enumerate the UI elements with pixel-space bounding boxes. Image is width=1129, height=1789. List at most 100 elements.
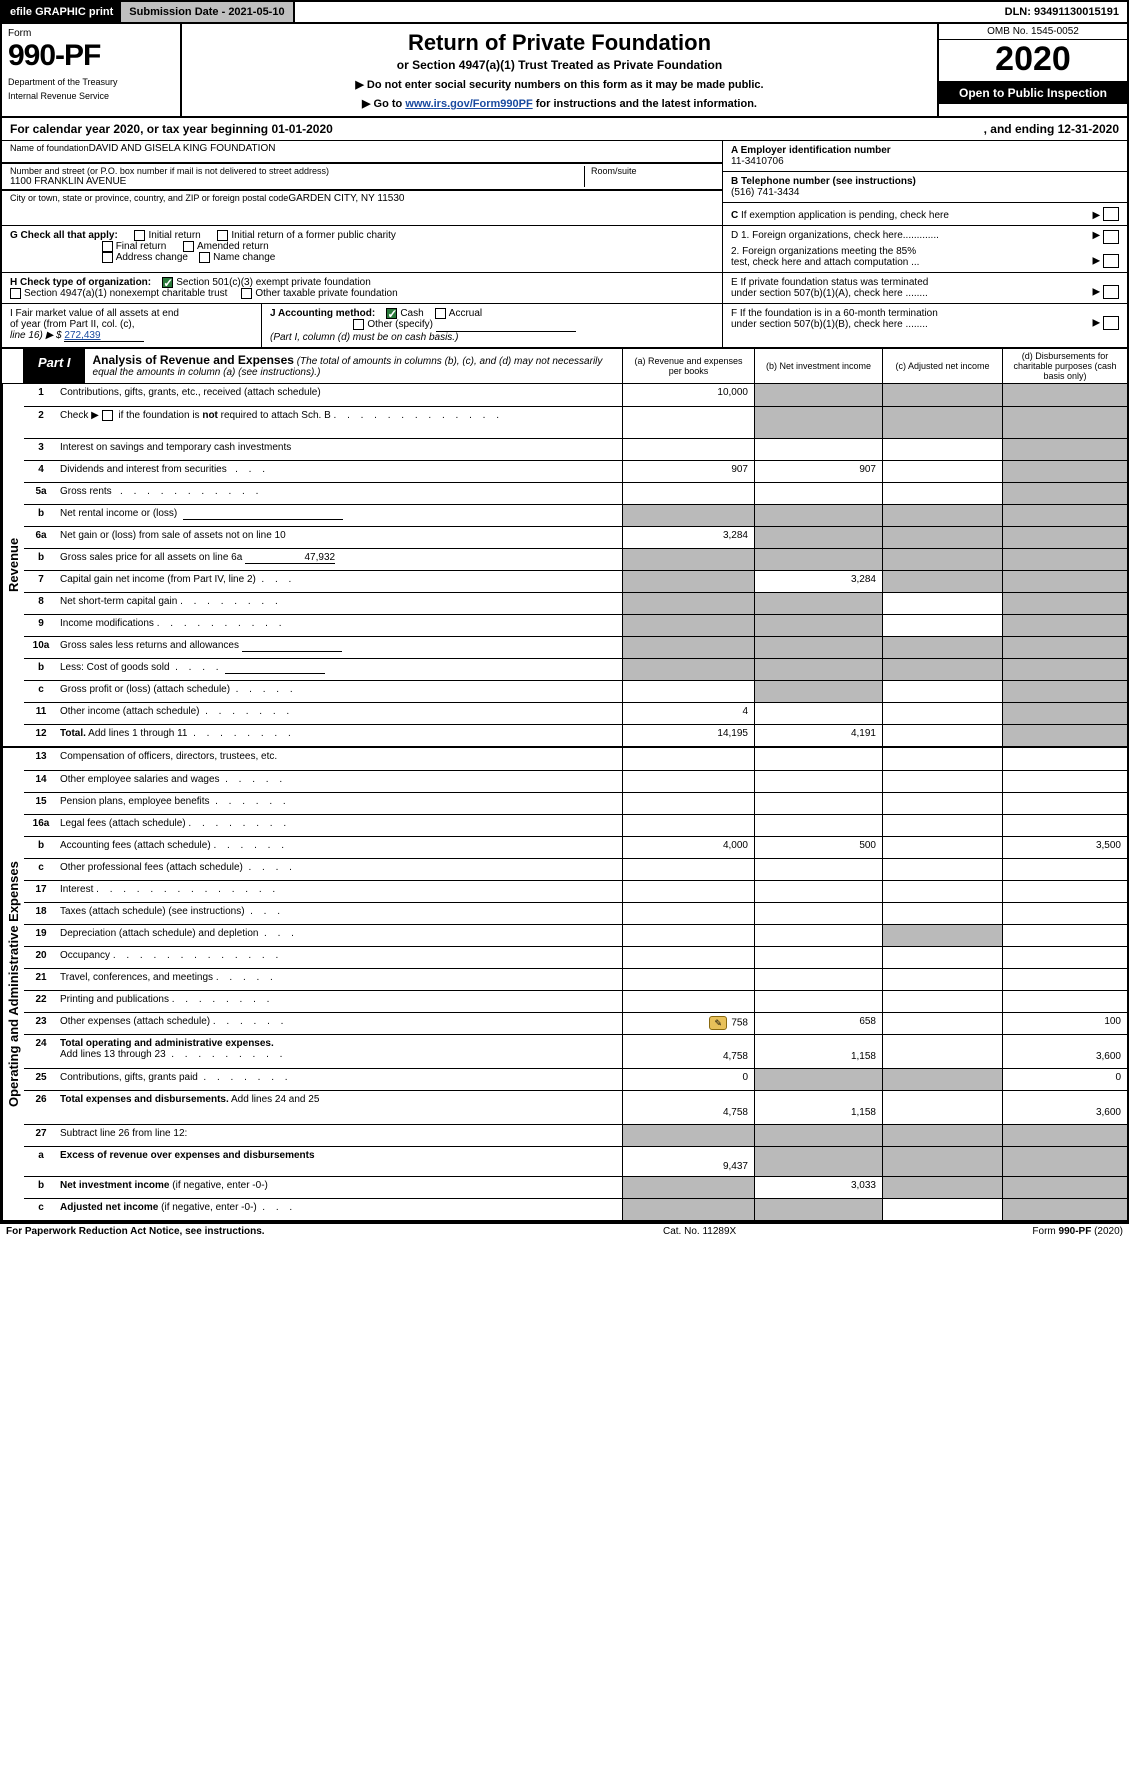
other-method-checkbox[interactable] xyxy=(353,319,364,330)
address-label: Number and street (or P.O. box number if… xyxy=(10,166,584,176)
row-14: 14Other employee salaries and wages . . … xyxy=(24,770,1127,792)
submission-date: Submission Date - 2021-05-10 xyxy=(121,2,294,22)
identity-block: Name of foundation DAVID AND GISELA KING… xyxy=(2,141,1127,226)
g-section: G Check all that apply: Initial return I… xyxy=(2,226,722,272)
f-checkbox[interactable] xyxy=(1103,316,1119,330)
form-ref: Form 990-PF (2020) xyxy=(923,1226,1123,1237)
g-d-row: G Check all that apply: Initial return I… xyxy=(2,226,1127,273)
col-b-header: (b) Net investment income xyxy=(754,349,882,383)
room-label: Room/suite xyxy=(591,166,714,176)
row-27a: aExcess of revenue over expenses and dis… xyxy=(24,1146,1127,1176)
fmv-value[interactable]: 272,439 xyxy=(64,330,144,342)
d1-checkbox[interactable] xyxy=(1103,230,1119,244)
dln: DLN: 93491130015191 xyxy=(997,2,1127,22)
row-17: 17Interest . . . . . . . . . . . . . . xyxy=(24,880,1127,902)
e-checkbox[interactable] xyxy=(1103,285,1119,299)
ein-row: A Employer identification number 11-3410… xyxy=(723,141,1127,172)
row-10b: b Less: Cost of goods sold . . . . xyxy=(24,658,1127,680)
city-label: City or town, state or province, country… xyxy=(10,193,288,210)
j-label: J Accounting method: xyxy=(270,308,375,319)
goto-pre: ▶ Go to xyxy=(362,98,405,110)
expenses-grid: Operating and Administrative Expenses 13… xyxy=(2,748,1127,1222)
h-opt1: Section 501(c)(3) exempt private foundat… xyxy=(176,277,371,288)
row-27b: b Net investment income (if negative, en… xyxy=(24,1176,1127,1198)
row-23: 23Other expenses (attach schedule) . . .… xyxy=(24,1012,1127,1034)
g-opt4: Amended return xyxy=(197,241,269,252)
final-return-checkbox[interactable] xyxy=(102,241,113,252)
identity-right: A Employer identification number 11-3410… xyxy=(722,141,1127,225)
row-2-desc: Check ▶ if the foundation is not require… xyxy=(58,407,622,438)
row-11: 11 Other income (attach schedule) . . . … xyxy=(24,702,1127,724)
i-j-f-row: I Fair market value of all assets at end… xyxy=(2,304,1127,346)
row-4: 4 Dividends and interest from securities… xyxy=(24,460,1127,482)
d2-checkbox[interactable] xyxy=(1103,254,1119,268)
row-10c: c Gross profit or (loss) (attach schedul… xyxy=(24,680,1127,702)
accrual-checkbox[interactable] xyxy=(435,308,446,319)
open-inspection-badge: Open to Public Inspection xyxy=(939,82,1127,104)
triangle-icon: ▶ xyxy=(1093,210,1101,221)
goto-post: for instructions and the latest informat… xyxy=(533,98,757,110)
j-note: (Part I, column (d) must be on cash basi… xyxy=(270,332,458,343)
header-mid: Return of Private Foundation or Section … xyxy=(182,24,937,116)
row-22: 22Printing and publications . . . . . . … xyxy=(24,990,1127,1012)
i-line2: of year (from Part II, col. (c), xyxy=(10,319,134,330)
f2-label: under section 507(b)(1)(B), check here .… xyxy=(731,319,928,330)
amended-return-checkbox[interactable] xyxy=(183,241,194,252)
f1-label: F If the foundation is in a 60-month ter… xyxy=(731,308,938,319)
501c3-checkbox[interactable] xyxy=(162,277,173,288)
topbar-spacer xyxy=(295,2,997,22)
initial-return-checkbox[interactable] xyxy=(134,230,145,241)
row-19: 19Depreciation (attach schedule) and dep… xyxy=(24,924,1127,946)
revenue-sidelabel: Revenue xyxy=(2,384,24,746)
part1-desc: Analysis of Revenue and Expenses (The to… xyxy=(85,349,622,383)
h-section: H Check type of organization: Section 50… xyxy=(2,273,722,303)
row-8: 8 Net short-term capital gain . . . . . … xyxy=(24,592,1127,614)
d1-label: D 1. Foreign organizations, check here..… xyxy=(731,230,1093,244)
topbar: efile GRAPHIC print Submission Date - 20… xyxy=(2,2,1127,24)
part1-title: Analysis of Revenue and Expenses xyxy=(93,353,294,367)
attachment-icon[interactable]: ✎ xyxy=(709,1016,727,1030)
row-18: 18Taxes (attach schedule) (see instructi… xyxy=(24,902,1127,924)
foundation-name-value: DAVID AND GISELA KING FOUNDATION xyxy=(89,143,276,160)
4947a1-checkbox[interactable] xyxy=(10,288,21,299)
foundation-name-row: Name of foundation DAVID AND GISELA KING… xyxy=(2,141,722,163)
j-section: J Accounting method: Cash Accrual Other … xyxy=(262,304,722,346)
other-taxable-checkbox[interactable] xyxy=(241,288,252,299)
row-16a: 16aLegal fees (attach schedule) . . . . … xyxy=(24,814,1127,836)
exemption-checkbox[interactable] xyxy=(1103,207,1119,221)
irs-link[interactable]: www.irs.gov/Form990PF xyxy=(405,98,532,110)
efile-badge: efile GRAPHIC print xyxy=(2,2,121,22)
col-a-header: (a) Revenue and expenses per books xyxy=(622,349,754,383)
city-value: GARDEN CITY, NY 11530 xyxy=(288,193,404,210)
row-5a: 5a Gross rents . . . . . . . . . . . xyxy=(24,482,1127,504)
i-j-section: I Fair market value of all assets at end… xyxy=(2,304,722,346)
g-opt1: Initial return xyxy=(148,230,200,241)
schb-checkbox[interactable] xyxy=(102,410,113,421)
e-section: E If private foundation status was termi… xyxy=(722,273,1127,303)
exemption-row: C If exemption application is pending, c… xyxy=(723,203,1127,225)
identity-left: Name of foundation DAVID AND GISELA KING… xyxy=(2,141,722,225)
name-change-checkbox[interactable] xyxy=(199,252,210,263)
address-change-checkbox[interactable] xyxy=(102,252,113,263)
g-opt5: Address change xyxy=(116,252,188,263)
i-line1: I Fair market value of all assets at end xyxy=(10,308,179,319)
row-13: 13Compensation of officers, directors, t… xyxy=(24,748,1127,770)
row-21: 21Travel, conferences, and meetings . . … xyxy=(24,968,1127,990)
initial-former-checkbox[interactable] xyxy=(217,230,228,241)
j-opt1: Cash xyxy=(400,308,423,319)
i-line3: line 16) ▶ $ xyxy=(10,330,62,341)
header-right: OMB No. 1545-0052 2020 Open to Public In… xyxy=(937,24,1127,116)
col-c-header: (c) Adjusted net income xyxy=(882,349,1002,383)
phone-value: (516) 741-3434 xyxy=(731,187,799,198)
row-3: 3Interest on savings and temporary cash … xyxy=(24,438,1127,460)
cash-checkbox[interactable] xyxy=(386,308,397,319)
g-opt6: Name change xyxy=(213,252,275,263)
d2b-label: test, check here and attach computation … xyxy=(731,257,919,268)
row-16c: cOther professional fees (attach schedul… xyxy=(24,858,1127,880)
city-row: City or town, state or province, country… xyxy=(2,190,722,212)
e1-label: E If private foundation status was termi… xyxy=(731,277,928,288)
row-20: 20Occupancy . . . . . . . . . . . . . xyxy=(24,946,1127,968)
revenue-grid: Revenue 1 Contributions, gifts, grants, … xyxy=(2,384,1127,748)
row-7: 7 Capital gain net income (from Part IV,… xyxy=(24,570,1127,592)
column-headers: (a) Revenue and expenses per books (b) N… xyxy=(622,349,1127,383)
